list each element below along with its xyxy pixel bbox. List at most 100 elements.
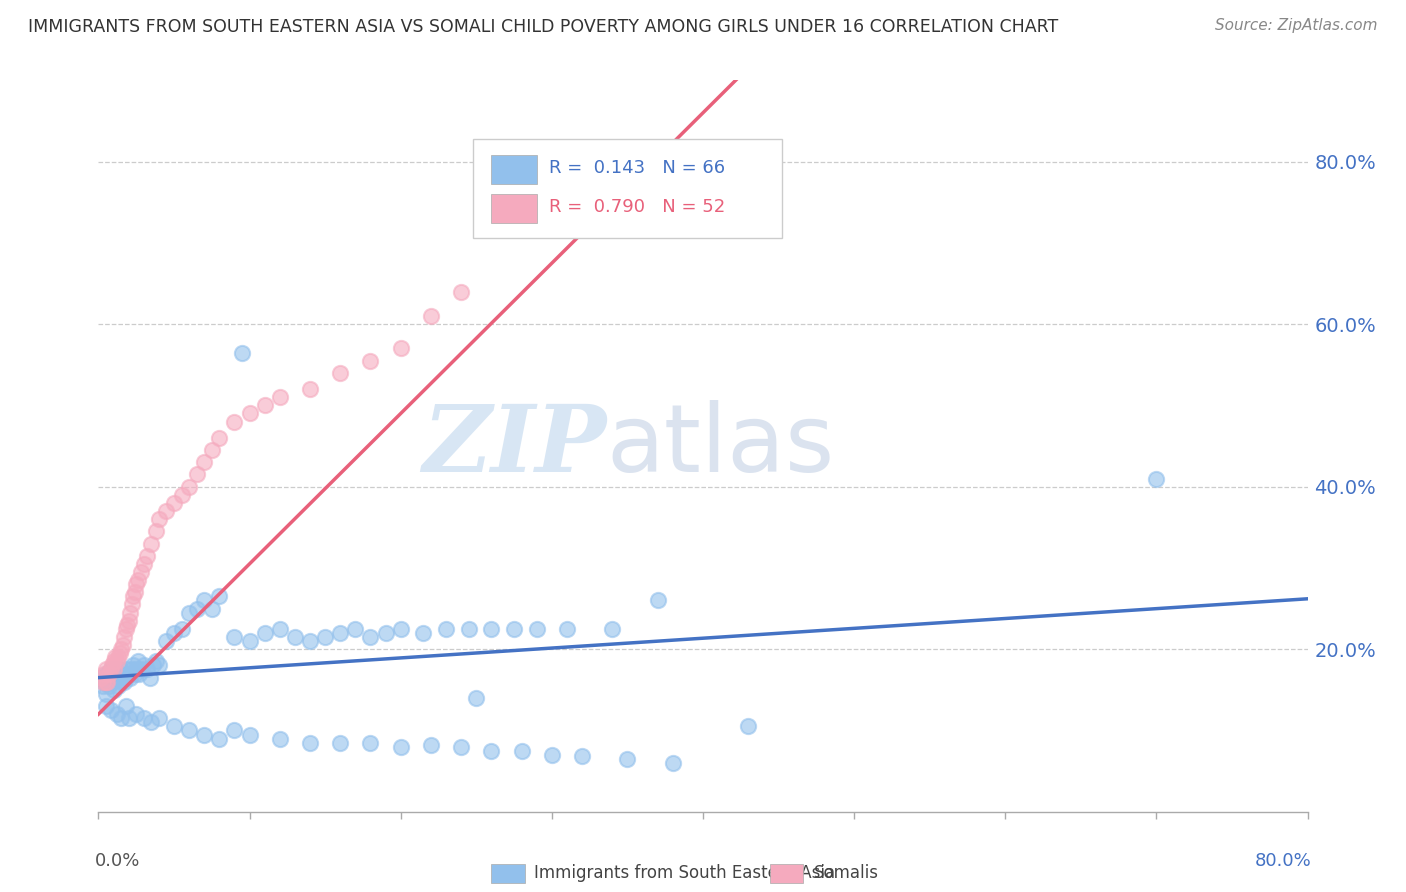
Point	[110, 711, 132, 725]
Text: R =  0.143   N = 66: R = 0.143 N = 66	[550, 159, 725, 177]
Point	[329, 626, 352, 640]
Point	[434, 622, 457, 636]
Text: Somalis: Somalis	[814, 864, 879, 882]
Point	[93, 666, 115, 681]
FancyBboxPatch shape	[492, 155, 537, 184]
Point	[145, 654, 167, 668]
Point	[132, 658, 155, 673]
Point	[374, 626, 396, 640]
Point	[141, 536, 163, 550]
Point	[163, 626, 186, 640]
Point	[124, 666, 146, 681]
Point	[103, 663, 125, 677]
Point	[98, 666, 121, 681]
Point	[186, 467, 208, 482]
Text: 0.0%: 0.0%	[94, 852, 141, 870]
Point	[96, 671, 118, 685]
Point	[239, 407, 262, 421]
Point	[104, 666, 127, 681]
Point	[129, 663, 152, 677]
Point	[231, 345, 253, 359]
Point	[389, 622, 412, 636]
Point	[224, 415, 246, 429]
Point	[120, 671, 142, 685]
Point	[329, 736, 352, 750]
Point	[481, 219, 503, 234]
Point	[269, 390, 291, 404]
Point	[98, 679, 121, 693]
Point	[101, 671, 124, 685]
Point	[100, 703, 122, 717]
Point	[114, 622, 136, 636]
Point	[94, 663, 117, 677]
Point	[105, 671, 128, 685]
Point	[420, 309, 443, 323]
Point	[465, 690, 488, 705]
Point	[101, 658, 124, 673]
Point	[239, 634, 262, 648]
Point	[360, 736, 382, 750]
Point	[127, 573, 149, 587]
Point	[179, 480, 201, 494]
Point	[389, 739, 412, 754]
Point	[193, 455, 215, 469]
Point	[186, 601, 208, 615]
Point	[105, 707, 128, 722]
Point	[103, 682, 125, 697]
Text: ZIP: ZIP	[422, 401, 606, 491]
Text: 80.0%: 80.0%	[1254, 852, 1312, 870]
Point	[107, 679, 129, 693]
Point	[481, 744, 503, 758]
Text: Source: ZipAtlas.com: Source: ZipAtlas.com	[1215, 18, 1378, 33]
Point	[125, 663, 148, 677]
Point	[208, 731, 231, 746]
Point	[96, 674, 118, 689]
Point	[125, 707, 148, 722]
Point	[121, 598, 143, 612]
Point	[115, 663, 138, 677]
Point	[90, 671, 112, 685]
FancyBboxPatch shape	[769, 864, 803, 883]
Point	[135, 663, 157, 677]
Point	[90, 671, 112, 685]
Point	[122, 658, 145, 673]
Point	[602, 622, 624, 636]
Point	[170, 622, 193, 636]
Point	[110, 642, 132, 657]
Point	[420, 738, 443, 752]
Text: R =  0.790   N = 52: R = 0.790 N = 52	[550, 198, 725, 216]
Point	[193, 593, 215, 607]
Text: Immigrants from South Eastern Asia: Immigrants from South Eastern Asia	[534, 864, 835, 882]
Point	[163, 496, 186, 510]
Point	[155, 634, 177, 648]
Point	[155, 504, 177, 518]
Point	[148, 658, 170, 673]
Point	[179, 723, 201, 738]
Point	[112, 674, 135, 689]
Point	[142, 658, 165, 673]
Point	[104, 650, 127, 665]
Point	[299, 382, 322, 396]
Point	[124, 585, 146, 599]
Point	[163, 719, 186, 733]
Point	[94, 674, 117, 689]
Point	[616, 752, 638, 766]
Point	[111, 666, 134, 681]
Point	[148, 512, 170, 526]
Text: atlas: atlas	[606, 400, 835, 492]
Point	[208, 590, 231, 604]
Point	[110, 674, 132, 689]
Point	[103, 654, 125, 668]
Point	[91, 679, 114, 693]
Point	[571, 749, 593, 764]
Point	[457, 622, 479, 636]
Point	[115, 617, 138, 632]
Point	[269, 622, 291, 636]
Point	[540, 747, 562, 762]
Point	[526, 622, 548, 636]
Point	[253, 398, 276, 412]
Point	[360, 353, 382, 368]
Point	[94, 687, 117, 701]
Point	[100, 663, 122, 677]
Point	[170, 488, 193, 502]
